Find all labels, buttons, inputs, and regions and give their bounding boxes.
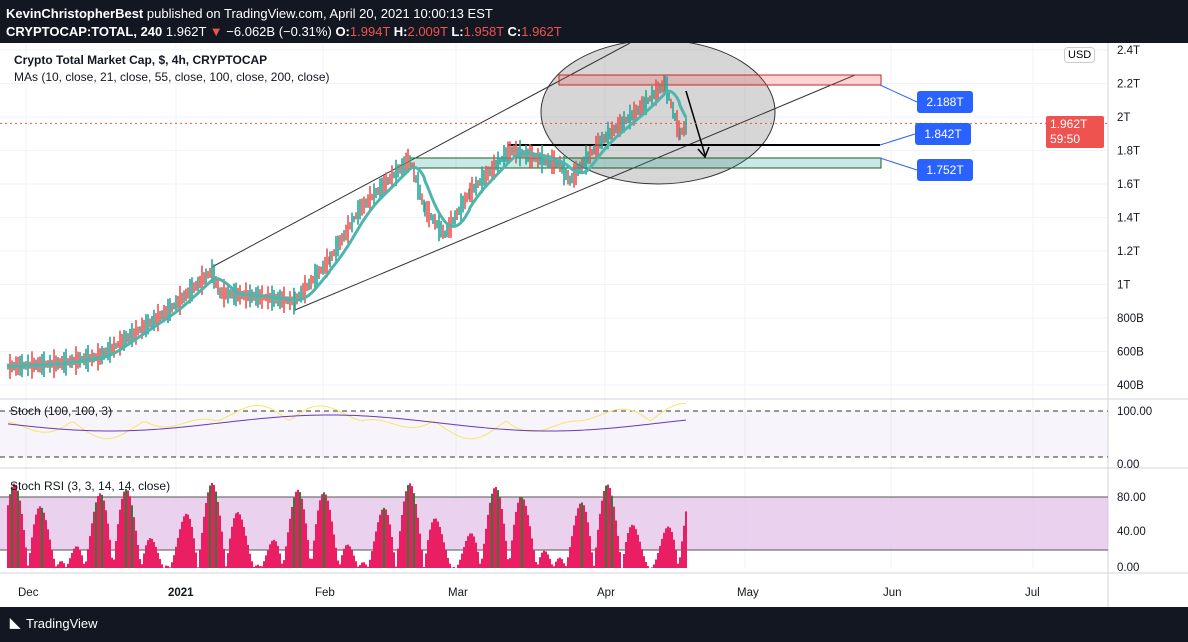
- price-tick: 1.2T: [1117, 246, 1140, 258]
- stoch-d: [7, 414, 687, 432]
- level-label[interactable]: 1.842T: [915, 123, 971, 145]
- time-tick: Jun: [883, 587, 902, 599]
- moving-average: [7, 89, 688, 369]
- stoch-rsi-tick: 80.00: [1117, 492, 1146, 504]
- channel-line: [211, 43, 631, 268]
- support-zone: [409, 157, 882, 169]
- time-tick: Apr: [597, 587, 615, 599]
- chart-canvas[interactable]: 2.4T 2.2T 2T 1.8T 1.6T 1.4T 1.2T 1T 800B 600B 400B…: [0, 43, 1188, 607]
- price-tick: 1.8T: [1117, 146, 1140, 158]
- brand: TradingView: [26, 615, 98, 631]
- current-price-label: 1.962T 59:50: [1046, 116, 1104, 148]
- countdown: 59:50: [1050, 132, 1081, 146]
- close: 1.962T: [521, 24, 562, 39]
- stoch-band: [0, 411, 1108, 457]
- symbol: CRYPTOCAP:TOTAL, 240: [6, 24, 163, 39]
- stoch-legend[interactable]: Stoch (100, 100, 3): [10, 404, 113, 418]
- currency-button[interactable]: USD: [1064, 47, 1096, 63]
- chart-area[interactable]: 2.4T 2.2T 2T 1.8T 1.6T 1.4T 1.2T 1T 800B 600B 400B…: [0, 43, 1188, 607]
- price-tick: 1T: [1117, 280, 1130, 292]
- price-tick: 1.6T: [1117, 179, 1140, 191]
- stoch-rsi-band: [0, 497, 1108, 550]
- label-connector: [879, 133, 916, 146]
- ellipse-annotation: [540, 43, 776, 185]
- time-tick: Mar: [448, 587, 468, 599]
- price-tick: 600B: [1117, 347, 1144, 359]
- tradingview-logo-icon: ◣: [10, 615, 20, 630]
- resistance-zone: [558, 74, 882, 86]
- label-connector: [879, 157, 918, 171]
- time-tick: May: [737, 587, 759, 599]
- stoch-tick: 100.00: [1117, 406, 1152, 418]
- time-tick: Dec: [18, 587, 39, 599]
- low: 1.958T: [463, 24, 504, 39]
- arrow-head: [697, 146, 710, 159]
- ma-legend[interactable]: MAs (10, close, 21, close, 55, close, 10…: [14, 70, 330, 84]
- footer: ◣ TradingView: [10, 615, 98, 631]
- price-tick: 2.4T: [1117, 45, 1140, 57]
- price-tick: 800B: [1117, 313, 1144, 325]
- time-tick: 2021: [168, 587, 194, 599]
- high: 2.009T: [407, 24, 448, 39]
- channel-line: [294, 74, 856, 311]
- level-label[interactable]: 2.188T: [917, 91, 973, 113]
- label-connector: [879, 84, 918, 103]
- time-tick: Jul: [1025, 587, 1040, 599]
- header: KevinChristopherBest published on Tradin…: [6, 6, 562, 39]
- time-tick: Feb: [315, 587, 335, 599]
- stoch-rsi-tick: 40.00: [1117, 526, 1146, 538]
- price-tick: 2.2T: [1117, 79, 1140, 91]
- stoch-tick: 0.00: [1117, 459, 1139, 471]
- current-price: 1.962T: [1050, 117, 1088, 131]
- chart-title: Crypto Total Market Cap, $, 4h, CRYPTOCA…: [14, 53, 268, 67]
- stoch-rsi-tick: 0.00: [1117, 562, 1139, 574]
- change: −6.062B (−0.31%): [226, 24, 332, 39]
- author: KevinChristopherBest: [6, 6, 144, 21]
- down-arrow-icon: ▼: [209, 24, 223, 39]
- published-info: published on TradingView.com, April 20, …: [146, 6, 493, 21]
- last-price: 1.962T: [165, 24, 207, 39]
- open: 1.994T: [349, 24, 391, 39]
- price-tick: 400B: [1117, 380, 1144, 392]
- level-label[interactable]: 1.752T: [917, 159, 973, 181]
- stoch-rsi-legend[interactable]: Stoch RSI (3, 3, 14, 14, close): [10, 479, 171, 493]
- price-tick: 1.4T: [1117, 213, 1140, 225]
- price-tick: 2T: [1117, 112, 1130, 124]
